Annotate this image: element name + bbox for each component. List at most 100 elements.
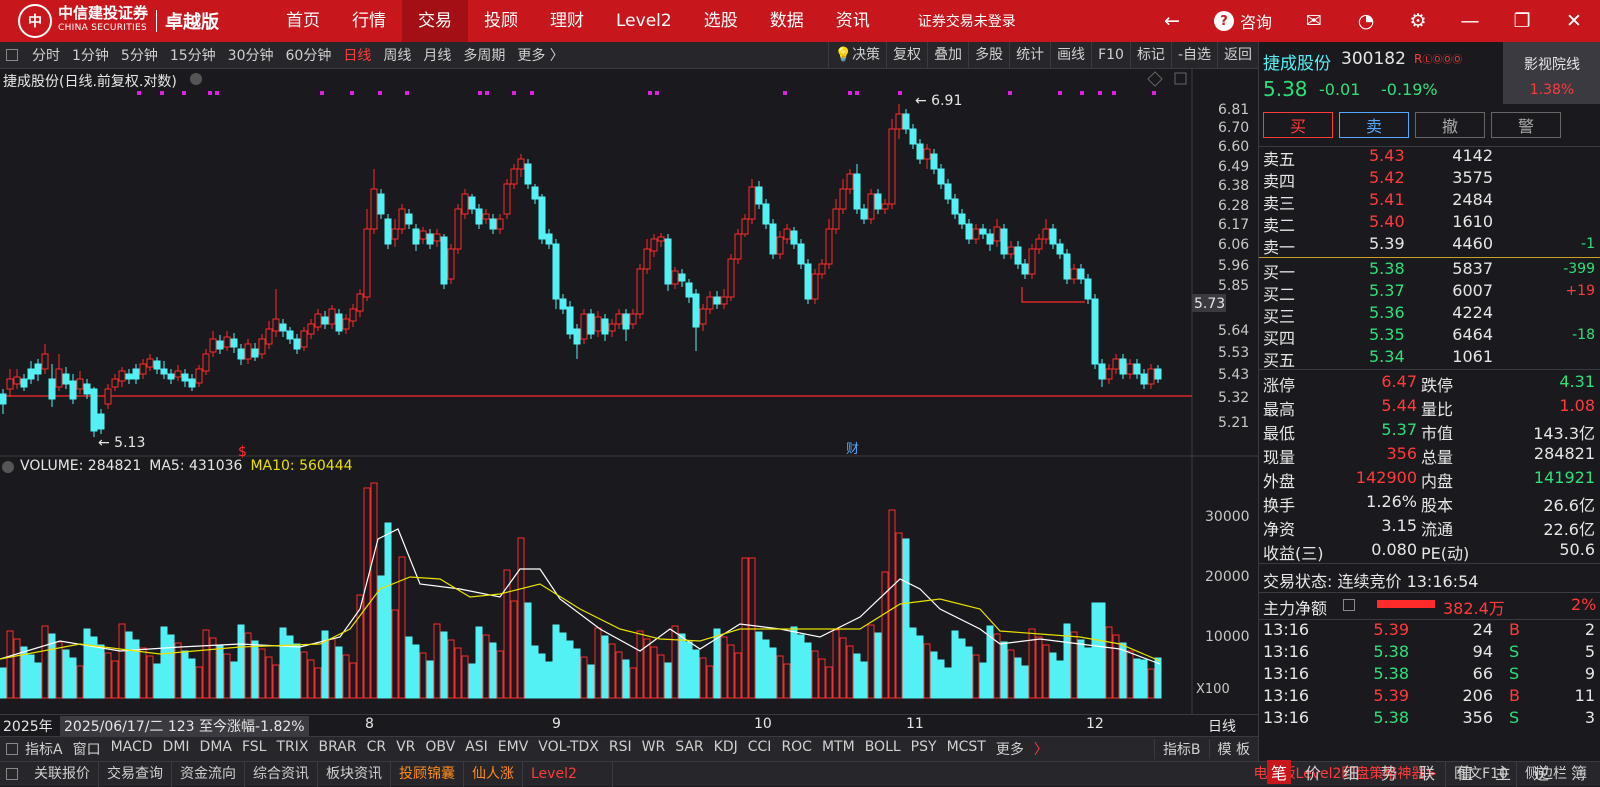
volume-bar[interactable]	[545, 661, 553, 699]
volume-bar[interactable]	[146, 655, 154, 699]
volume-bar[interactable]	[216, 645, 224, 699]
volume-bar[interactable]	[916, 635, 924, 699]
volume-bar[interactable]	[846, 645, 854, 699]
candle[interactable]	[685, 279, 693, 303]
login-status[interactable]: 证券交易未登录	[917, 14, 1016, 30]
asks-price[interactable]: 5.42	[1369, 168, 1405, 187]
candle[interactable]	[27, 361, 35, 384]
candle[interactable]	[398, 204, 406, 234]
candle[interactable]	[76, 371, 84, 394]
candle[interactable]	[83, 379, 91, 399]
volume-bar[interactable]	[482, 634, 490, 699]
candle[interactable]	[349, 304, 357, 327]
candle[interactable]	[265, 321, 273, 349]
volume-bar[interactable]	[958, 638, 966, 699]
volume-bar[interactable]	[951, 630, 959, 699]
candle[interactable]	[90, 387, 98, 437]
candle[interactable]	[202, 349, 210, 375]
volume-bar[interactable]	[783, 663, 791, 699]
volume-bar[interactable]	[412, 644, 420, 699]
candle[interactable]	[6, 369, 14, 397]
candle[interactable]	[993, 219, 1001, 247]
indicator-toggle-icon[interactable]	[6, 743, 18, 755]
period-10[interactable]: 更多 〉	[517, 48, 564, 64]
volume-bar[interactable]	[230, 661, 238, 699]
volume-bar[interactable]	[286, 635, 294, 699]
candle[interactable]	[755, 181, 763, 209]
volume-bar[interactable]	[678, 633, 686, 699]
volume-bar[interactable]	[1084, 647, 1092, 699]
nav-3[interactable]: 投顾	[484, 11, 518, 31]
candle[interactable]	[1133, 359, 1141, 379]
bottom-tab-1[interactable]: 交易查询	[99, 761, 172, 787]
volume-bar[interactable]	[1077, 639, 1085, 699]
volume-bar[interactable]	[153, 663, 161, 699]
indicator-9[interactable]: VR	[396, 739, 416, 755]
volume-bar[interactable]	[1133, 658, 1141, 699]
diamond-icon[interactable]	[1147, 71, 1163, 87]
volume-bar[interactable]	[27, 654, 35, 699]
candle[interactable]	[314, 309, 322, 331]
volume-bar[interactable]	[1000, 641, 1008, 699]
period-1[interactable]: 1分钟	[72, 48, 109, 64]
candle[interactable]	[1091, 294, 1099, 369]
candle[interactable]	[174, 365, 182, 381]
candle[interactable]	[251, 343, 259, 361]
restore-icon[interactable]: ❐	[1513, 10, 1531, 32]
sector-box[interactable]: 影视院线 1.38%	[1503, 42, 1600, 104]
quote-tab-2[interactable]: 细	[1343, 764, 1360, 783]
candle[interactable]	[559, 294, 567, 314]
volume-bar[interactable]	[83, 628, 91, 699]
indicator-20[interactable]: MTM	[821, 739, 855, 755]
nav-0[interactable]: 首页	[286, 11, 320, 31]
candle[interactable]	[594, 311, 602, 337]
candle[interactable]	[1021, 259, 1029, 279]
volume-bar[interactable]	[636, 630, 644, 699]
indicator-15[interactable]: WR	[641, 739, 666, 755]
candle[interactable]	[762, 199, 770, 229]
volume-bar[interactable]	[811, 650, 819, 699]
volume-bar[interactable]	[62, 649, 70, 699]
candle[interactable]	[657, 233, 665, 247]
volume-bar[interactable]	[503, 569, 511, 699]
candle[interactable]	[489, 214, 497, 234]
candle[interactable]	[804, 259, 812, 304]
candle[interactable]	[496, 214, 504, 234]
bids-price[interactable]: 5.37	[1369, 281, 1405, 300]
bottom-tab-0[interactable]: 关联报价	[26, 761, 99, 787]
indicator-right-0[interactable]: 指标B	[1153, 739, 1209, 759]
volume-bar[interactable]	[321, 630, 329, 699]
volume-bar[interactable]	[895, 532, 903, 699]
candle[interactable]	[839, 179, 847, 214]
candle[interactable]	[748, 179, 756, 224]
candle[interactable]	[111, 374, 119, 391]
volume-bar[interactable]	[76, 665, 84, 699]
volume-bar[interactable]	[454, 647, 462, 699]
candle[interactable]	[510, 164, 518, 189]
volume-bar[interactable]	[244, 632, 252, 699]
candle[interactable]	[342, 314, 350, 334]
nav-6[interactable]: 选股	[703, 11, 738, 31]
volume-bar[interactable]	[377, 575, 385, 699]
indicator-18[interactable]: CCI	[747, 739, 772, 755]
volume-bar[interactable]	[797, 634, 805, 699]
candle[interactable]	[139, 359, 147, 379]
indicator-8[interactable]: CR	[366, 739, 387, 755]
volume-bar[interactable]	[69, 657, 77, 699]
volume-bar[interactable]	[517, 537, 525, 699]
candle[interactable]	[790, 227, 798, 249]
indicator-3[interactable]: DMI	[162, 739, 190, 755]
candle[interactable]	[328, 305, 336, 329]
candle[interactable]	[825, 219, 833, 269]
volume-bar[interactable]	[13, 638, 21, 699]
quote-tab-8[interactable]: 簿	[1571, 764, 1588, 783]
title-collapse-icon[interactable]	[190, 73, 202, 85]
candle[interactable]	[608, 319, 616, 337]
candle[interactable]	[223, 331, 231, 351]
candle[interactable]	[1140, 369, 1148, 389]
candle[interactable]	[1014, 241, 1022, 269]
candle[interactable]	[671, 267, 679, 289]
volume-bar[interactable]	[314, 667, 322, 699]
volume-bar[interactable]	[1021, 665, 1029, 699]
volume-bar[interactable]	[1049, 652, 1057, 699]
